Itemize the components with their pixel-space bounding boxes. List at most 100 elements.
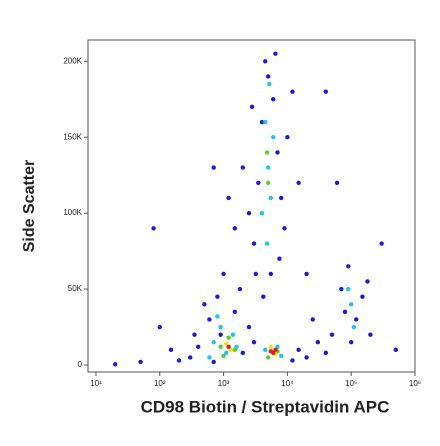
point [268,271,274,277]
point [240,165,245,170]
point [271,350,276,356]
point [256,180,261,185]
point [226,195,231,201]
plot-frame [87,39,416,373]
point [348,340,354,345]
point [393,347,398,353]
point [215,294,220,299]
x-tick-label: 10⁵ [345,379,357,388]
point [271,135,276,140]
point [226,344,231,349]
point [277,256,282,261]
point [232,309,238,315]
point [218,332,223,337]
point [285,135,290,140]
y-tick-label: 0 [78,360,83,369]
point [240,350,245,356]
point [226,335,231,340]
point [221,353,226,359]
y-tick-label: 150K [63,132,82,141]
x-tick-label: 10⁶ [409,379,421,388]
point [246,210,252,216]
point [263,119,268,125]
point [323,350,329,356]
y-axis-title: Side Scatter [21,160,38,252]
point [246,324,252,330]
point [188,355,193,360]
y-tick-label: 100K [63,208,82,217]
point [207,317,212,322]
point [211,165,216,170]
point [348,302,354,307]
point [168,347,174,353]
point [192,332,197,337]
point [267,81,272,87]
point [228,347,234,353]
point [273,51,278,56]
point [279,353,284,359]
point [151,226,156,231]
y-tick-label: 50K [68,284,83,293]
point [346,286,351,292]
point [237,286,243,292]
point [253,271,259,277]
point [264,241,270,246]
point [261,294,266,299]
point [282,226,287,231]
point [310,317,315,322]
point [304,271,309,277]
point [138,359,143,365]
point [360,294,365,299]
point [304,355,309,360]
point [249,104,255,110]
point [279,195,284,201]
point [251,340,257,345]
point [207,355,212,360]
x-tick-label: 10⁴ [281,379,294,388]
point [296,180,301,185]
point [339,286,344,292]
point [224,341,229,346]
point [221,271,226,277]
point [232,226,238,231]
point [218,324,223,330]
point [232,347,238,353]
point [218,344,223,349]
point [365,279,370,284]
point [259,210,265,216]
point [379,241,384,246]
point [230,332,236,337]
point [211,340,216,345]
point [268,195,274,201]
point [275,150,280,155]
point [264,150,270,155]
point [112,362,118,367]
x-tick-label: 10² [154,379,166,388]
point [323,89,329,94]
point [351,324,357,330]
point [251,241,257,246]
point [265,180,271,185]
point [157,324,162,330]
point [211,359,216,365]
x-tick-label: 10¹ [90,379,102,388]
x-axis-title: CD98 Biotin / Streptavidin APC [141,397,390,416]
point [354,317,359,322]
point [265,355,271,360]
x-tick-label: 10³ [218,379,230,388]
point [268,344,274,349]
y-tick-label: 200K [63,56,82,65]
point [224,350,229,356]
point [259,119,265,125]
point [334,180,340,185]
point [215,314,220,319]
point [342,309,348,315]
point [263,347,268,353]
point [290,358,295,363]
point [273,347,278,353]
point [202,302,207,307]
point [346,264,351,269]
point [195,344,201,349]
point [265,165,271,170]
